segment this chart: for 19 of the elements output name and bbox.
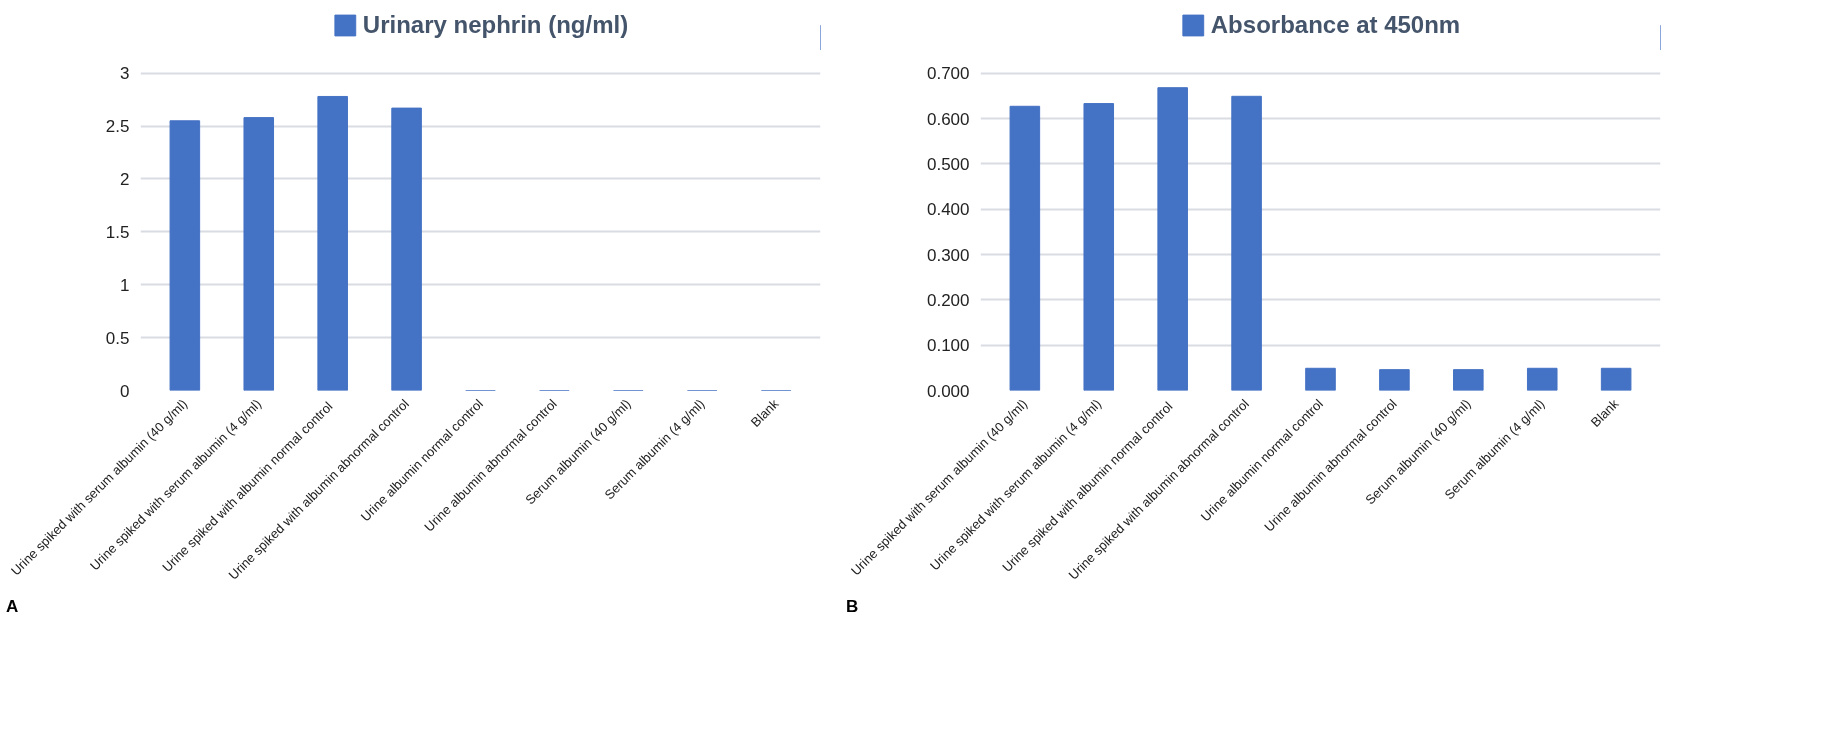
y-tick-label: 0.500	[926, 154, 970, 174]
y-tick-label: 0.200	[926, 290, 970, 310]
text: B	[846, 596, 859, 618]
y-tick-label: 0.700	[926, 64, 970, 84]
y-tick-label: 0.000	[926, 381, 970, 401]
y-tick-label: 0.600	[926, 109, 970, 129]
legend-label: Urinary nephrin (ng/ml)	[362, 11, 629, 39]
legend-label: Absorbance at 450nm	[1210, 11, 1461, 39]
text: A	[6, 596, 19, 618]
y-tick-label: 2.5	[105, 117, 130, 137]
y-tick-label: 1.5	[105, 222, 130, 242]
y-tick-label: 1	[120, 275, 130, 295]
y-tick-label: 0.5	[105, 328, 130, 348]
y-tick-label: 0.100	[926, 336, 970, 356]
y-tick-label: 0.400	[926, 200, 970, 220]
y-tick-label: 0.300	[926, 245, 970, 265]
y-tick-label: 0	[120, 381, 130, 401]
y-tick-label: 3	[120, 64, 130, 84]
y-tick-label: 2	[120, 169, 130, 189]
